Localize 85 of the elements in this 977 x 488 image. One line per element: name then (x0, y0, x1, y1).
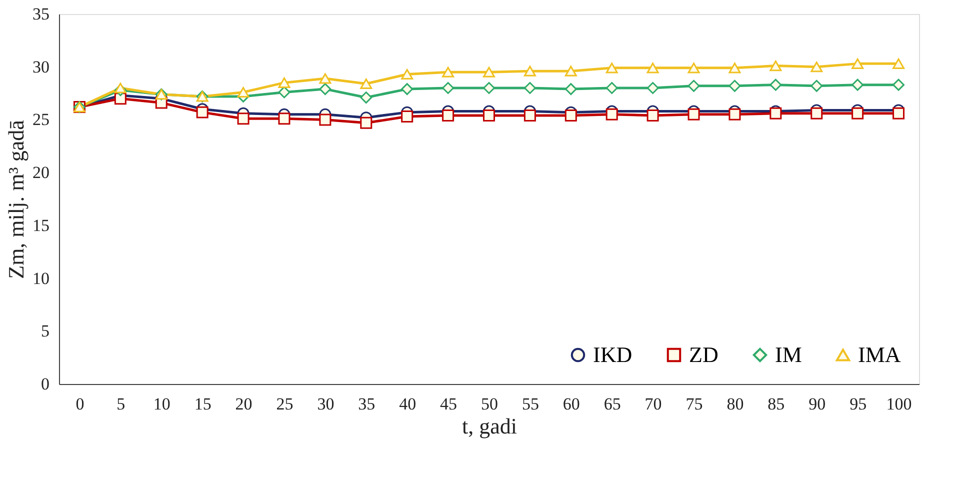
point (237, 86, 250, 98)
point (564, 83, 577, 96)
point (770, 78, 782, 91)
point (892, 107, 905, 120)
point (728, 108, 741, 120)
y-axis-title: Zm, milj. m³ gadā (4, 120, 28, 279)
point (810, 80, 823, 92)
point (852, 107, 864, 120)
x-tick-label: 40 (399, 394, 416, 414)
point (564, 109, 577, 122)
point (606, 82, 618, 94)
y-tick-label: 15 (32, 216, 50, 235)
point (196, 106, 208, 118)
point (483, 66, 495, 78)
y-tick-label: 10 (32, 268, 50, 288)
x-tick-label: 35 (358, 394, 376, 414)
x-tick-label: 90 (808, 394, 826, 414)
point (892, 78, 905, 91)
legend-label: ZD (689, 342, 718, 367)
point (646, 109, 659, 122)
point (401, 68, 414, 80)
point (401, 83, 414, 96)
point (278, 77, 290, 88)
x-tick-label: 70 (644, 394, 662, 414)
point (483, 82, 495, 94)
point (892, 58, 905, 69)
point (688, 62, 700, 74)
x-tick-label: 75 (686, 394, 703, 414)
x-tick-label: 45 (440, 394, 458, 414)
point (237, 112, 250, 125)
y-tick-label: 25 (32, 110, 50, 130)
point (278, 112, 290, 125)
point (442, 66, 454, 78)
y-tick-label: 30 (32, 57, 50, 76)
point (646, 62, 659, 74)
x-tick-label: 0 (76, 394, 84, 414)
x-tick-label: 65 (604, 394, 621, 414)
y-tick-label: 5 (41, 322, 50, 341)
point (688, 80, 700, 92)
x-tick-label: 60 (562, 394, 580, 414)
point (728, 62, 741, 74)
point (564, 66, 577, 76)
point (319, 83, 332, 96)
point (688, 108, 700, 120)
point (442, 109, 454, 122)
point (360, 116, 372, 129)
point (319, 73, 332, 84)
point (770, 60, 782, 72)
x-tick-label: 20 (235, 394, 252, 414)
point (646, 82, 659, 94)
point (524, 109, 536, 122)
x-tick-label: 85 (768, 394, 785, 414)
point (524, 82, 536, 94)
x-axis-title: t, gadi (462, 414, 517, 438)
y-tick-label: 0 (41, 374, 50, 394)
y-tick-label: 35 (32, 4, 50, 24)
x-tick-label: 100 (886, 394, 912, 414)
point (319, 114, 332, 126)
x-tick-label: 95 (850, 394, 867, 414)
x-tick-label: 10 (153, 394, 170, 414)
x-tick-label: 50 (481, 394, 498, 414)
point (810, 62, 823, 72)
point (810, 107, 823, 120)
x-tick-label: 5 (116, 394, 126, 414)
point (852, 58, 864, 69)
x-tick-label: 25 (276, 394, 294, 414)
point (728, 80, 741, 92)
x-tick-label: 30 (317, 394, 334, 414)
x-tick-label: 80 (726, 394, 744, 414)
point (442, 82, 454, 94)
point (483, 109, 495, 122)
point (360, 78, 372, 90)
legend-label: IKD (593, 342, 632, 367)
legend-label: IM (775, 342, 802, 367)
point (401, 110, 414, 123)
point (606, 62, 618, 74)
y-tick-label: 20 (32, 163, 50, 182)
point (524, 66, 536, 76)
legend-label: IMA (858, 342, 901, 367)
point (606, 108, 618, 120)
x-tick-label: 55 (522, 394, 539, 414)
x-tick-label: 15 (194, 394, 212, 414)
point (360, 92, 372, 104)
point (114, 82, 126, 94)
point (852, 78, 864, 91)
